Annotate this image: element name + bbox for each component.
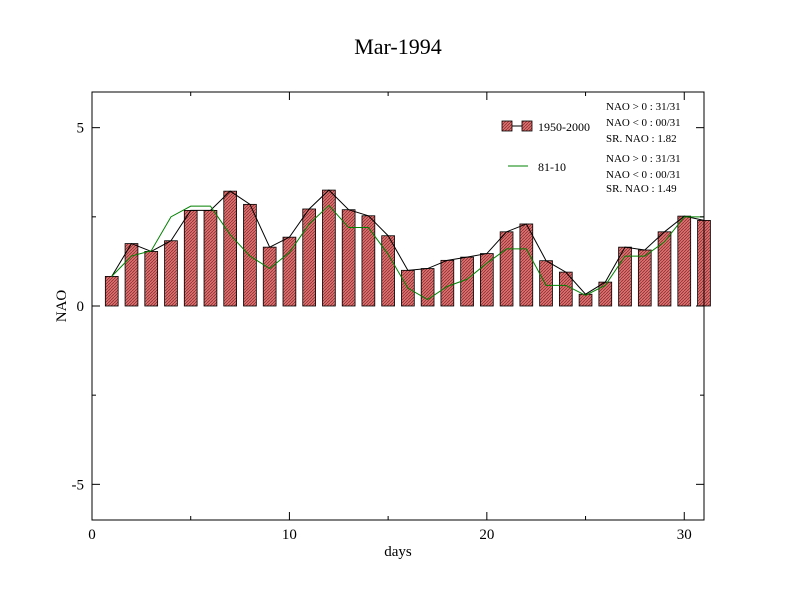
x-axis-label: days xyxy=(384,544,412,560)
bar-day-7 xyxy=(223,190,238,307)
stats-81-10-sr: SR. NAO : 1.49 xyxy=(606,183,677,195)
bar-day-13 xyxy=(341,209,356,307)
stats-1950-2000-sr: SR. NAO : 1.82 xyxy=(606,133,677,145)
bar-day-4 xyxy=(164,240,178,307)
legend-swatch-1950-2000-left xyxy=(501,120,513,132)
bar-day-5 xyxy=(183,210,198,307)
y-axis-label: NAO xyxy=(54,290,70,323)
series-line-1950-2000 xyxy=(111,189,705,295)
y-tick-label: -5 xyxy=(72,477,85,493)
bar-day-18 xyxy=(440,259,455,307)
bar-day-28 xyxy=(637,249,652,307)
bar-day-21 xyxy=(499,231,514,307)
chart-title: Mar-1994 xyxy=(354,34,442,59)
y-tick-label: 5 xyxy=(77,121,85,137)
stats-81-10-negative: NAO < 0 : 00/31 xyxy=(606,169,681,181)
bar-day-23 xyxy=(539,260,553,307)
bar-day-12 xyxy=(322,189,336,307)
bar-day-30 xyxy=(677,215,692,307)
bar-day-17 xyxy=(420,268,435,307)
x-tick-label: 10 xyxy=(282,527,297,543)
bar-day-20 xyxy=(480,253,494,307)
bar-day-15 xyxy=(381,235,395,307)
stats-1950-2000-negative: NAO < 0 : 00/31 xyxy=(606,117,681,129)
bar-day-9 xyxy=(262,246,277,307)
series-line-81-10 xyxy=(111,204,704,301)
bar-day-2 xyxy=(124,243,139,307)
stats-81-10-positive: NAO > 0 : 31/31 xyxy=(606,153,681,165)
bar-day-19 xyxy=(460,256,474,307)
bar-day-29 xyxy=(657,231,672,307)
bar-day-22 xyxy=(519,223,534,307)
x-tick-label: 0 xyxy=(88,527,96,543)
legend-label-81-10: 81-10 xyxy=(538,160,566,174)
legend: 1950-2000 81-10 NAO > 0 : 31/31 NAO < 0 … xyxy=(501,101,681,195)
bar-day-3 xyxy=(144,251,159,307)
bar-day-25 xyxy=(578,293,593,307)
stats-1950-2000-positive: NAO > 0 : 31/31 xyxy=(606,101,681,113)
legend-swatch-1950-2000-right xyxy=(521,120,533,132)
bar-day-14 xyxy=(361,215,376,307)
bar-day-6 xyxy=(203,210,218,307)
y-tick-label: 0 xyxy=(77,299,85,315)
bar-day-8 xyxy=(243,203,257,307)
bar-day-1 xyxy=(104,275,119,307)
x-tick-label: 30 xyxy=(677,527,692,543)
bar-day-10 xyxy=(282,236,297,307)
x-tick-label: 20 xyxy=(479,527,494,543)
legend-label-1950-2000: 1950-2000 xyxy=(538,120,590,134)
